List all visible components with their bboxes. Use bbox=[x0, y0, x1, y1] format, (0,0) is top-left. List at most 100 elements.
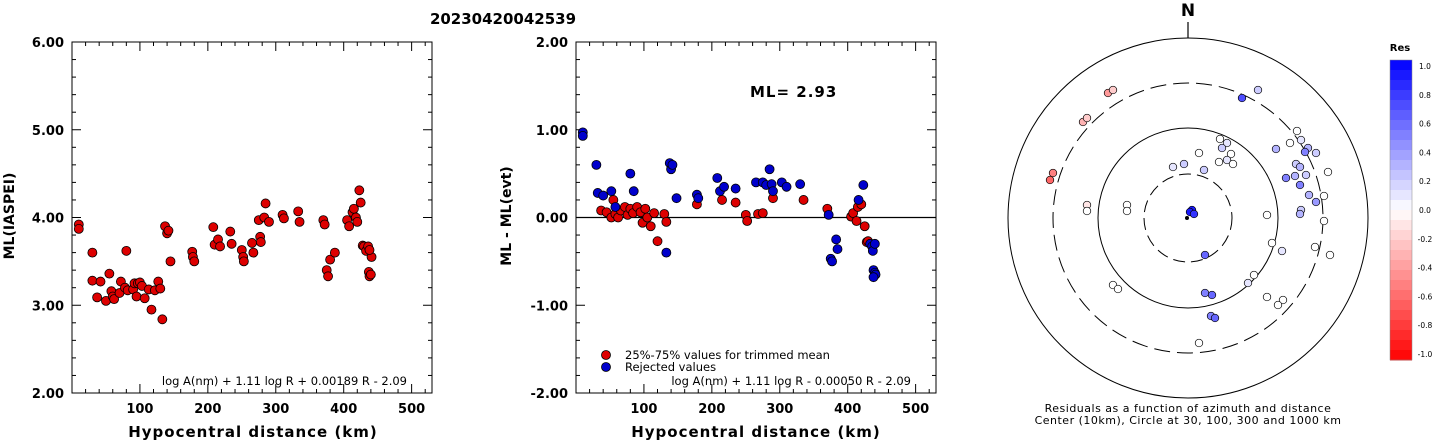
residual-points bbox=[577, 127, 881, 283]
data-point bbox=[139, 293, 150, 304]
station-marker bbox=[1319, 191, 1329, 201]
station-marker bbox=[1194, 148, 1204, 158]
data-point bbox=[652, 236, 663, 247]
station-marker bbox=[1189, 209, 1199, 219]
data-point bbox=[352, 216, 363, 227]
colorbar-block bbox=[1390, 260, 1412, 271]
data-point bbox=[323, 271, 333, 282]
data-point bbox=[255, 237, 266, 247]
y-tick-label: 4.00 bbox=[32, 212, 64, 227]
station-marker bbox=[1301, 170, 1311, 180]
data-point bbox=[661, 216, 672, 227]
data-point bbox=[73, 224, 84, 234]
station-marker bbox=[1082, 113, 1092, 123]
data-point bbox=[344, 221, 355, 232]
station-marker bbox=[1194, 338, 1204, 348]
colorbar-tick-label: 1.0 bbox=[1419, 62, 1431, 71]
colorbar-block bbox=[1390, 170, 1412, 181]
colorbar-block bbox=[1390, 290, 1412, 301]
data-point bbox=[155, 283, 166, 294]
ml-y-axis-label: ML(IASPEI) bbox=[2, 173, 18, 260]
data-point bbox=[364, 245, 375, 255]
station-marker bbox=[1281, 173, 1291, 183]
data-point bbox=[667, 159, 678, 170]
station-marker bbox=[1267, 238, 1277, 248]
data-point bbox=[104, 268, 115, 279]
colorbar-tick-label: 0.0 bbox=[1419, 206, 1431, 215]
station-marker bbox=[1296, 135, 1306, 145]
colorbar-block bbox=[1390, 140, 1412, 151]
station-marker bbox=[1200, 250, 1210, 260]
colorbar-title: Res bbox=[1390, 43, 1410, 54]
station-marker bbox=[1271, 144, 1281, 154]
ml-plot-frame bbox=[71, 41, 433, 394]
station-marker bbox=[1222, 138, 1232, 148]
data-point bbox=[215, 241, 225, 252]
station-marker bbox=[1311, 197, 1321, 207]
data-point bbox=[294, 216, 305, 227]
data-point bbox=[869, 238, 880, 249]
colorbar-block bbox=[1390, 350, 1412, 361]
station-marker bbox=[1122, 206, 1132, 216]
station-marker bbox=[1082, 206, 1092, 216]
data-point bbox=[131, 291, 142, 302]
data-point bbox=[208, 222, 219, 233]
station-marker bbox=[1168, 162, 1178, 172]
station-marker bbox=[1048, 168, 1058, 178]
data-point bbox=[225, 226, 236, 237]
station-marker bbox=[1311, 148, 1321, 158]
data-point bbox=[764, 164, 775, 175]
station-marker bbox=[1199, 165, 1209, 175]
data-point bbox=[868, 272, 879, 283]
data-point bbox=[610, 202, 621, 212]
station-marker bbox=[1292, 126, 1302, 136]
x-tick-label: 300 bbox=[262, 402, 289, 417]
station-marker bbox=[1226, 149, 1236, 159]
station-marker bbox=[1207, 290, 1217, 300]
data-point bbox=[853, 195, 864, 205]
colorbar-block bbox=[1390, 320, 1412, 331]
station-marker bbox=[1214, 157, 1224, 167]
ml-points bbox=[73, 185, 377, 325]
data-point bbox=[730, 197, 741, 208]
residual-x-ticks: 100 200 300 400 500 bbox=[589, 42, 930, 417]
colorbar-block bbox=[1390, 110, 1412, 121]
station-marker bbox=[1290, 171, 1300, 181]
data-point bbox=[795, 179, 806, 190]
data-point bbox=[121, 245, 132, 256]
polar-caption-line1: Residuals as a function of azimuth and d… bbox=[1045, 402, 1332, 415]
y-tick-label: 5.00 bbox=[32, 124, 64, 139]
y-tick-label: 2.00 bbox=[32, 387, 64, 402]
colorbar-block bbox=[1390, 240, 1412, 251]
x-tick-label: 100 bbox=[126, 402, 153, 417]
data-point bbox=[823, 209, 834, 220]
colorbar-tick-label: 0.8 bbox=[1419, 91, 1431, 100]
data-point bbox=[757, 208, 768, 219]
data-point bbox=[628, 186, 639, 197]
colorbar-block bbox=[1390, 230, 1412, 241]
ml-formula: log A(nm) + 1.11 log R + 0.00189 R - 2.0… bbox=[162, 374, 407, 388]
data-point bbox=[645, 221, 656, 232]
y-tick-label: -1.00 bbox=[531, 299, 568, 314]
circle-30km bbox=[1143, 173, 1233, 263]
colorbar-tick-label: -0.6 bbox=[1418, 292, 1433, 301]
x-tick-label: 300 bbox=[766, 402, 793, 417]
data-point bbox=[768, 186, 778, 197]
legend-label-trimmed: 25%-75% values for trimmed mean bbox=[625, 348, 830, 362]
ml-y-ticks: 2.00 3.00 4.00 5.00 6.00 bbox=[32, 36, 432, 402]
data-point bbox=[189, 256, 200, 267]
data-point bbox=[693, 193, 704, 204]
data-point bbox=[87, 275, 98, 286]
azimuth-panel: N Residuals as a function of azimuth and… bbox=[1007, 1, 1369, 427]
station-marker bbox=[1200, 288, 1210, 298]
station-marker bbox=[1045, 175, 1055, 185]
data-point bbox=[851, 216, 862, 226]
colorbar-block bbox=[1390, 100, 1412, 111]
data-point bbox=[642, 212, 653, 223]
station-marker bbox=[1113, 284, 1123, 294]
data-point bbox=[319, 219, 330, 230]
y-tick-label: -2.00 bbox=[531, 387, 568, 402]
data-point bbox=[730, 183, 741, 194]
station-residuals bbox=[1045, 85, 1335, 348]
legend-label-rejected: Rejected values bbox=[625, 360, 716, 374]
